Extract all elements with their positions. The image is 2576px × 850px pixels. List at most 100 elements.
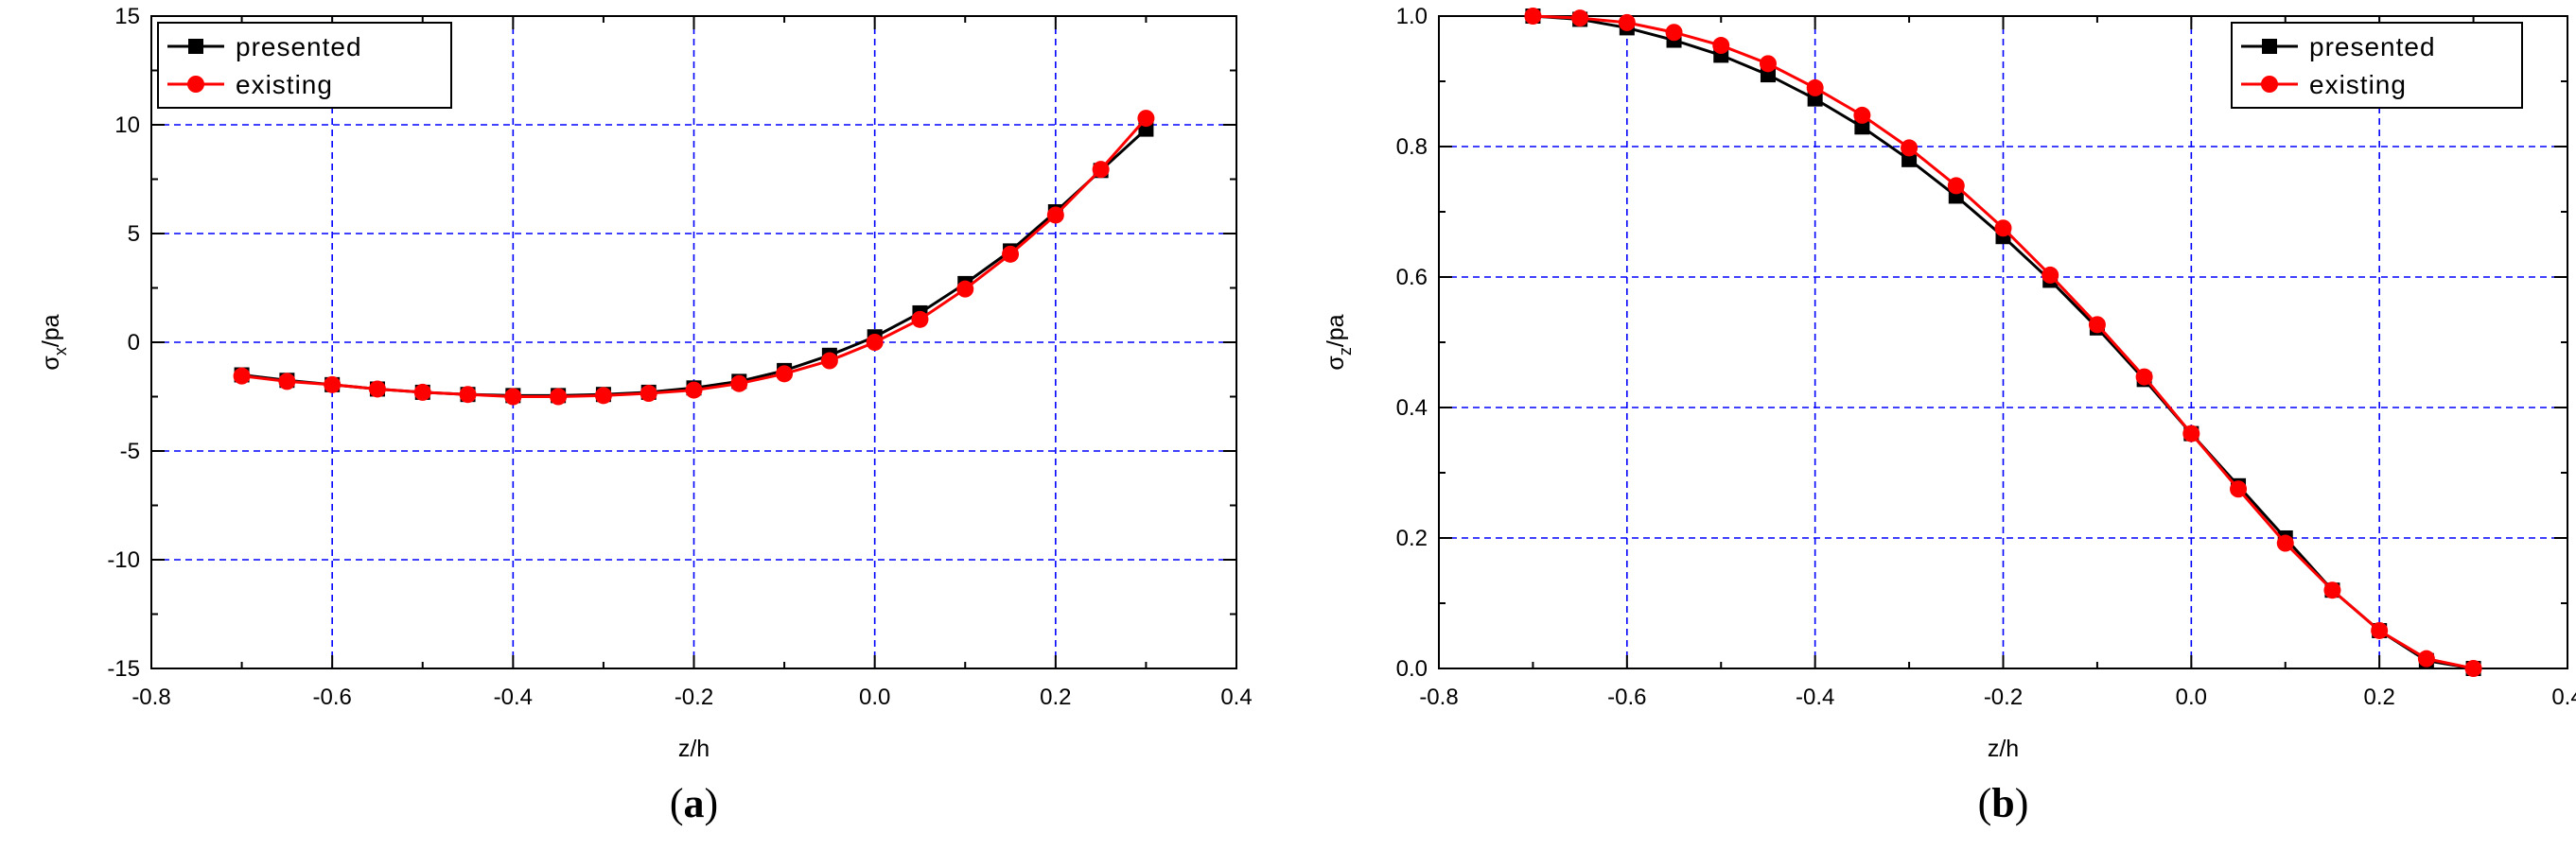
legend-marker-presented <box>188 39 203 54</box>
data-point-existing <box>278 373 296 390</box>
data-point-existing <box>685 381 703 399</box>
data-point-existing <box>911 310 929 328</box>
data-point-existing <box>1806 78 1824 96</box>
panel-label-open-paren: ( <box>670 780 684 826</box>
data-point-existing <box>1947 177 1965 195</box>
data-point-existing <box>1524 8 1542 25</box>
chart-panel-a: -0.8 -0.6 -0.4 -0.2 0.0 0.2 0.4 -15 -10 -5 0 5 10 15 z… <box>38 4 1253 826</box>
legend-marker-existing <box>2261 76 2278 93</box>
legend-marker-presented <box>2262 39 2277 54</box>
data-point-existing <box>2323 581 2341 599</box>
data-point-existing <box>2135 368 2153 386</box>
data-point-existing <box>1092 161 1110 179</box>
legend-marker-existing <box>187 76 204 93</box>
x-tick-label: -0.4 <box>494 685 533 710</box>
x-tick-label: -0.8 <box>1419 685 1458 710</box>
panel-label-close-paren: ) <box>705 780 719 826</box>
y-axis-title: σz/pa <box>1323 314 1355 370</box>
data-point-existing <box>233 367 251 385</box>
data-point-existing <box>1002 245 1020 263</box>
y-tick-label: 0.0 <box>1396 656 1428 682</box>
data-point-existing <box>2182 425 2200 442</box>
y-tick-label: -15 <box>107 656 140 682</box>
series-existing <box>233 110 1155 406</box>
x-tick-label: -0.4 <box>1796 685 1834 710</box>
y-axis-title-symbol: σ <box>38 356 64 371</box>
y-tick-label: 0.4 <box>1396 395 1428 421</box>
x-tick-label: 0.0 <box>859 685 890 710</box>
data-point-existing <box>730 374 748 392</box>
y-axis-title-unit: /pa <box>38 314 64 347</box>
x-axis-title: z/h <box>678 736 710 762</box>
x-tick-label: 0.2 <box>1040 685 1071 710</box>
data-point-existing <box>324 375 342 393</box>
y-tick-label: 10 <box>114 113 140 138</box>
data-point-existing <box>504 388 522 406</box>
data-point-existing <box>2464 660 2482 677</box>
data-point-existing <box>2417 650 2435 668</box>
data-point-existing <box>1759 55 1777 73</box>
data-point-existing <box>776 365 794 383</box>
y-axis-title: σx/pa <box>38 314 70 370</box>
legend-box <box>157 22 452 109</box>
data-point-existing <box>1853 106 1871 124</box>
y-tick-label: 0.6 <box>1396 265 1428 290</box>
x-tick-label: -0.2 <box>1984 685 2023 710</box>
x-tick-label: -0.6 <box>312 685 351 710</box>
series-line-presented <box>1533 14 2474 670</box>
data-point-existing <box>413 383 431 401</box>
data-point-existing <box>1901 139 1919 157</box>
legend-label-existing: existing <box>2309 70 2407 99</box>
legend: presented existing <box>157 22 452 109</box>
y-tick-label: 0.8 <box>1396 134 1428 160</box>
x-tick-label: -0.8 <box>131 685 170 710</box>
panel-label-close-paren: ) <box>2015 780 2029 826</box>
grid-lines <box>151 16 1236 668</box>
data-point-existing <box>368 380 386 398</box>
data-point-existing <box>820 352 838 370</box>
y-tick-label: 5 <box>128 221 140 247</box>
data-point-existing <box>640 385 657 403</box>
data-point-existing <box>1994 219 2012 237</box>
series-existing <box>1524 8 2482 677</box>
chart-panel-b: -0.8 -0.6 -0.4 -0.2 0.0 0.2 0.4 0.0 0.2 0.4 0.6 0.8… <box>1323 4 2576 826</box>
x-tick-label: 0.4 <box>2551 685 2576 710</box>
data-point-existing <box>2088 316 2106 334</box>
x-tick-label: 0.0 <box>2176 685 2207 710</box>
y-tick-label: 0 <box>128 330 140 356</box>
series-line-existing <box>1533 14 2474 670</box>
x-tick-label: 0.2 <box>2363 685 2394 710</box>
data-point-existing <box>1665 24 1683 42</box>
data-point-existing <box>1618 13 1636 31</box>
legend-label-presented: presented <box>2309 32 2436 61</box>
y-tick-label: 15 <box>114 4 140 29</box>
data-point-existing <box>594 387 612 405</box>
data-point-existing <box>1712 37 1730 55</box>
data-point-existing <box>866 334 884 351</box>
data-point-existing <box>1046 206 1064 224</box>
y-tick-label: 0.2 <box>1396 526 1428 551</box>
panel-label-letter: b <box>1991 780 2014 826</box>
panel-label-open-paren: ( <box>1978 780 1992 826</box>
legend-label-existing: existing <box>236 70 333 99</box>
y-axis-title-symbol: σ <box>1323 356 1349 371</box>
panel-label-letter: a <box>684 780 705 826</box>
y-tick-label: -5 <box>120 439 140 464</box>
x-tick-label: -0.6 <box>1607 685 1646 710</box>
data-point-existing <box>2371 621 2389 639</box>
data-point-existing <box>550 388 568 406</box>
y-tick-label: 1.0 <box>1396 4 1428 29</box>
data-point-existing <box>956 280 974 298</box>
x-axis-title: z/h <box>1988 736 2019 762</box>
data-point-existing <box>459 386 477 404</box>
data-point-presented <box>1901 151 1918 167</box>
legend: presented existing <box>2231 22 2523 109</box>
data-point-existing <box>1571 9 1589 27</box>
y-axis-title-subscript: z <box>1336 347 1355 356</box>
data-point-existing <box>2276 534 2294 552</box>
grid-lines <box>1439 16 2567 668</box>
y-axis-title-subscript: x <box>51 347 70 356</box>
data-point-existing <box>2230 480 2248 498</box>
y-axis-title-unit: /pa <box>1323 314 1349 347</box>
data-point-existing <box>1137 110 1155 128</box>
